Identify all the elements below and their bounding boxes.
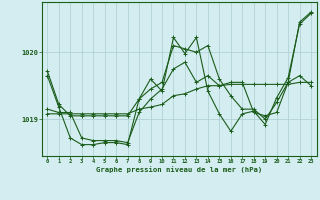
X-axis label: Graphe pression niveau de la mer (hPa): Graphe pression niveau de la mer (hPa) [96,166,262,173]
